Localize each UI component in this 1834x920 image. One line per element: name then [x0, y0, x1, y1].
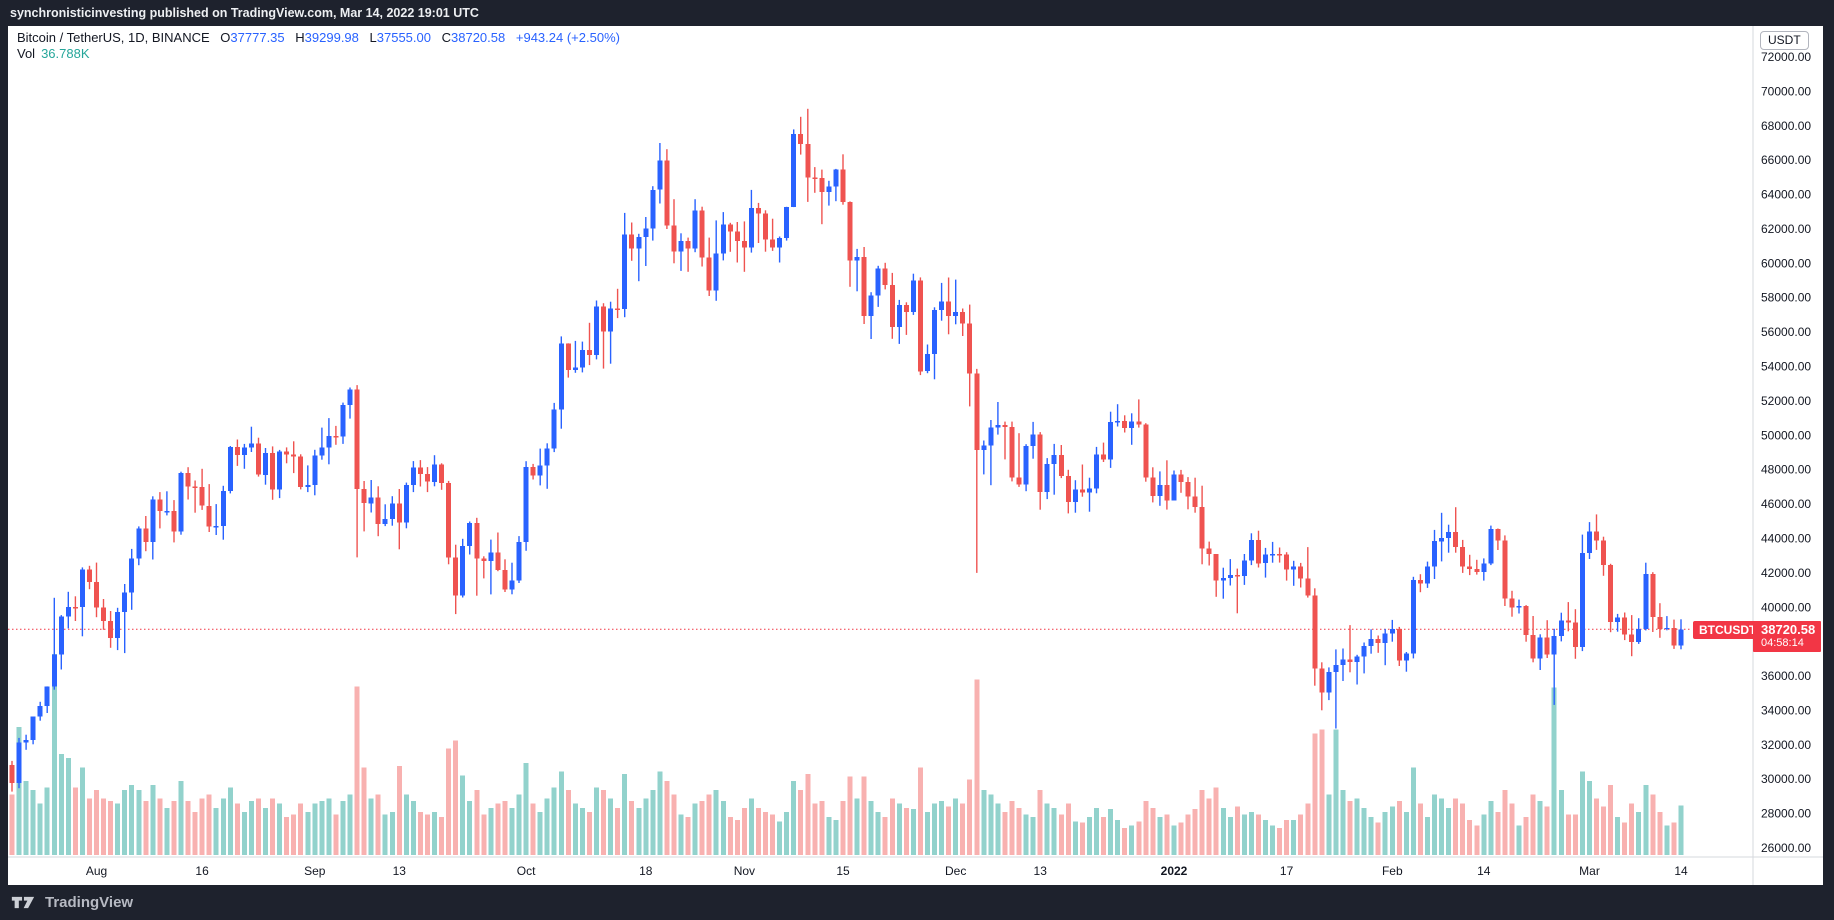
- svg-text:Feb: Feb: [1382, 864, 1403, 878]
- svg-text:13: 13: [393, 864, 407, 878]
- low-value: 37555.00: [376, 30, 431, 45]
- open-label: O: [220, 30, 231, 45]
- svg-text:13: 13: [1034, 864, 1048, 878]
- publish-info-text: synchronisticinvesting published on Trad…: [10, 6, 479, 20]
- high-value: 39299.98: [304, 30, 359, 45]
- tradingview-footer: TradingView: [0, 885, 1834, 920]
- svg-text:15: 15: [836, 864, 850, 878]
- svg-text:28000.00: 28000.00: [1761, 807, 1811, 821]
- svg-text:64000.00: 64000.00: [1761, 188, 1811, 202]
- chart-panel[interactable]: 72000.00 70000.00 68000.00 66000.00 64000.00…: [8, 26, 1823, 885]
- svg-text:70000.00: 70000.00: [1761, 84, 1811, 98]
- svg-text:54000.00: 54000.00: [1761, 360, 1811, 374]
- svg-text:16: 16: [195, 864, 209, 878]
- chart-legend: Bitcoin / TetherUS, 1D, BINANCE O37777.3…: [17, 30, 620, 46]
- tradingview-logo-icon[interactable]: [10, 894, 36, 911]
- svg-text:Aug: Aug: [86, 864, 107, 878]
- publish-info-bar: synchronisticinvesting published on Trad…: [0, 0, 1834, 26]
- svg-text:34000.00: 34000.00: [1761, 703, 1811, 717]
- svg-text:62000.00: 62000.00: [1761, 222, 1811, 236]
- volume-value: 36.788K: [41, 46, 90, 61]
- svg-text:Dec: Dec: [945, 864, 966, 878]
- svg-text:2022: 2022: [1161, 864, 1188, 878]
- svg-text:14: 14: [1674, 864, 1688, 878]
- volume-label: Vol: [17, 46, 36, 61]
- svg-text:68000.00: 68000.00: [1761, 119, 1811, 133]
- symbol-title: Bitcoin / TetherUS, 1D, BINANCE: [17, 30, 210, 45]
- svg-text:52000.00: 52000.00: [1761, 394, 1811, 408]
- svg-text:46000.00: 46000.00: [1761, 497, 1811, 511]
- volume-legend: Vol 36.788K: [17, 46, 90, 62]
- svg-text:72000.00: 72000.00: [1761, 50, 1811, 64]
- last-price-symbol-flag: BTCUSDT: [1693, 621, 1763, 639]
- svg-text:36000.00: 36000.00: [1761, 669, 1811, 683]
- candlestick-chart[interactable]: 72000.00 70000.00 68000.00 66000.00 64000.00…: [8, 26, 1823, 885]
- currency-unit-button[interactable]: USDT: [1760, 31, 1809, 50]
- svg-text:32000.00: 32000.00: [1761, 738, 1811, 752]
- svg-text:66000.00: 66000.00: [1761, 153, 1811, 167]
- high-label: H: [295, 30, 305, 45]
- svg-text:26000.00: 26000.00: [1761, 841, 1811, 855]
- svg-text:44000.00: 44000.00: [1761, 532, 1811, 546]
- svg-text:Nov: Nov: [734, 864, 755, 878]
- svg-text:Oct: Oct: [517, 864, 536, 878]
- svg-text:50000.00: 50000.00: [1761, 428, 1811, 442]
- change-value: +943.24 (+2.50%): [515, 30, 620, 45]
- close-label: C: [441, 30, 452, 45]
- last-price-value: 38720.58: [1761, 622, 1816, 637]
- svg-text:40000.00: 40000.00: [1761, 600, 1811, 614]
- bar-countdown: 04:58:14: [1761, 637, 1804, 649]
- svg-text:48000.00: 48000.00: [1761, 463, 1811, 477]
- close-value: 38720.58: [451, 30, 506, 45]
- last-price-tag: 38720.58 04:58:14: [1753, 621, 1821, 652]
- tradingview-logo-text[interactable]: TradingView: [45, 894, 134, 911]
- svg-text:56000.00: 56000.00: [1761, 325, 1811, 339]
- low-label: L: [369, 30, 377, 45]
- svg-text:14: 14: [1477, 864, 1491, 878]
- svg-text:Sep: Sep: [304, 864, 326, 878]
- svg-text:30000.00: 30000.00: [1761, 772, 1811, 786]
- svg-text:17: 17: [1280, 864, 1294, 878]
- svg-text:42000.00: 42000.00: [1761, 566, 1811, 580]
- svg-text:60000.00: 60000.00: [1761, 256, 1811, 270]
- svg-text:18: 18: [639, 864, 653, 878]
- open-value: 37777.35: [230, 30, 285, 45]
- svg-text:Mar: Mar: [1579, 864, 1600, 878]
- svg-text:58000.00: 58000.00: [1761, 291, 1811, 305]
